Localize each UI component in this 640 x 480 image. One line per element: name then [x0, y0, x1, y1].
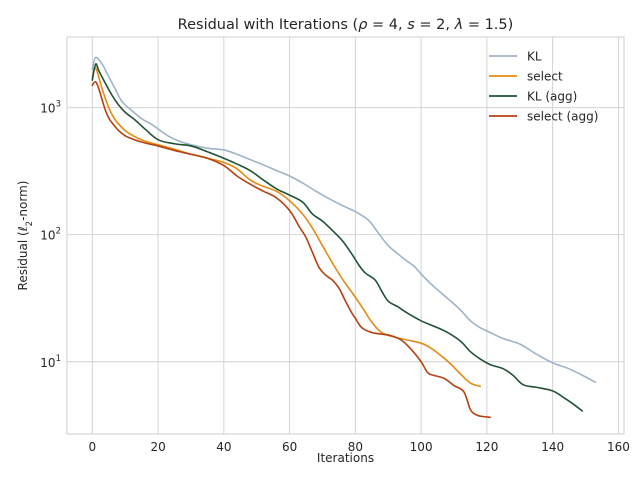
x-tick-label: 60: [282, 440, 297, 454]
plot-frame: [66, 36, 625, 435]
x-tick-label: 0: [88, 440, 96, 454]
grid: [66, 36, 625, 435]
x-tick-label: 100: [410, 440, 433, 454]
x-tick-label: 80: [348, 440, 363, 454]
x-tick-label: 120: [475, 440, 498, 454]
legend-label-select-agg: select (agg): [527, 110, 598, 124]
plot-area-background: [67, 37, 624, 434]
chart-title: Residual with Iterations (ρ = 4, s = 2, …: [178, 17, 514, 33]
legend: KL select KL (agg) select (agg): [489, 50, 598, 124]
legend-label-kl-agg: KL (agg): [527, 90, 577, 104]
tick-labels: 0 20 40 60 80 100 120 140 160 101 102 103: [40, 100, 630, 454]
x-tick-label: 140: [541, 440, 564, 454]
series-line-select-agg: [91, 80, 491, 419]
x-axis-label: Iterations: [317, 451, 374, 465]
x-tick-label: 20: [150, 440, 165, 454]
series-line-kl-agg: [91, 63, 584, 412]
y-tick-label: 102: [40, 227, 61, 243]
x-tick-label: 160: [607, 440, 630, 454]
series-line-select: [91, 67, 482, 388]
y-tick-label: 103: [40, 100, 61, 116]
series-layer: [91, 56, 597, 419]
x-tick-label: 40: [216, 440, 231, 454]
y-axis-label: Residual (ℓ2-norm): [16, 181, 35, 291]
legend-label-kl: KL: [527, 50, 542, 64]
legend-label-select: select: [527, 70, 563, 84]
series-line-kl: [91, 56, 597, 384]
y-tick-label: 101: [40, 354, 61, 370]
